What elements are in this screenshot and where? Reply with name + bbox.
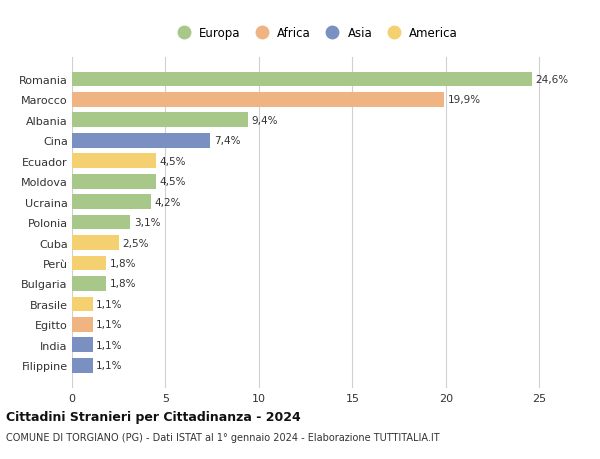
Text: 3,1%: 3,1% <box>134 218 160 228</box>
Bar <box>72 93 444 107</box>
Bar <box>72 276 106 291</box>
Bar <box>72 256 106 271</box>
Text: 1,1%: 1,1% <box>96 299 123 309</box>
Text: 4,5%: 4,5% <box>160 177 187 187</box>
Text: 9,4%: 9,4% <box>251 116 278 126</box>
Text: 1,1%: 1,1% <box>96 340 123 350</box>
Text: 2,5%: 2,5% <box>122 238 149 248</box>
Text: Cittadini Stranieri per Cittadinanza - 2024: Cittadini Stranieri per Cittadinanza - 2… <box>6 410 301 423</box>
Text: 7,4%: 7,4% <box>214 136 241 146</box>
Bar <box>72 195 151 210</box>
Text: 24,6%: 24,6% <box>536 75 569 85</box>
Text: 1,1%: 1,1% <box>96 319 123 330</box>
Bar <box>72 358 92 373</box>
Text: 1,8%: 1,8% <box>109 258 136 269</box>
Bar <box>72 134 211 148</box>
Text: 4,2%: 4,2% <box>154 197 181 207</box>
Bar <box>72 338 92 353</box>
Text: 4,5%: 4,5% <box>160 157 187 166</box>
Bar <box>72 174 156 189</box>
Bar <box>72 235 119 250</box>
Bar <box>72 317 92 332</box>
Bar <box>72 215 130 230</box>
Bar <box>72 73 532 87</box>
Text: 1,8%: 1,8% <box>109 279 136 289</box>
Bar <box>72 113 248 128</box>
Legend: Europa, Africa, Asia, America: Europa, Africa, Asia, America <box>172 27 458 40</box>
Bar <box>72 154 156 169</box>
Text: 19,9%: 19,9% <box>448 95 481 105</box>
Bar <box>72 297 92 312</box>
Text: COMUNE DI TORGIANO (PG) - Dati ISTAT al 1° gennaio 2024 - Elaborazione TUTTITALI: COMUNE DI TORGIANO (PG) - Dati ISTAT al … <box>6 432 440 442</box>
Text: 1,1%: 1,1% <box>96 360 123 370</box>
